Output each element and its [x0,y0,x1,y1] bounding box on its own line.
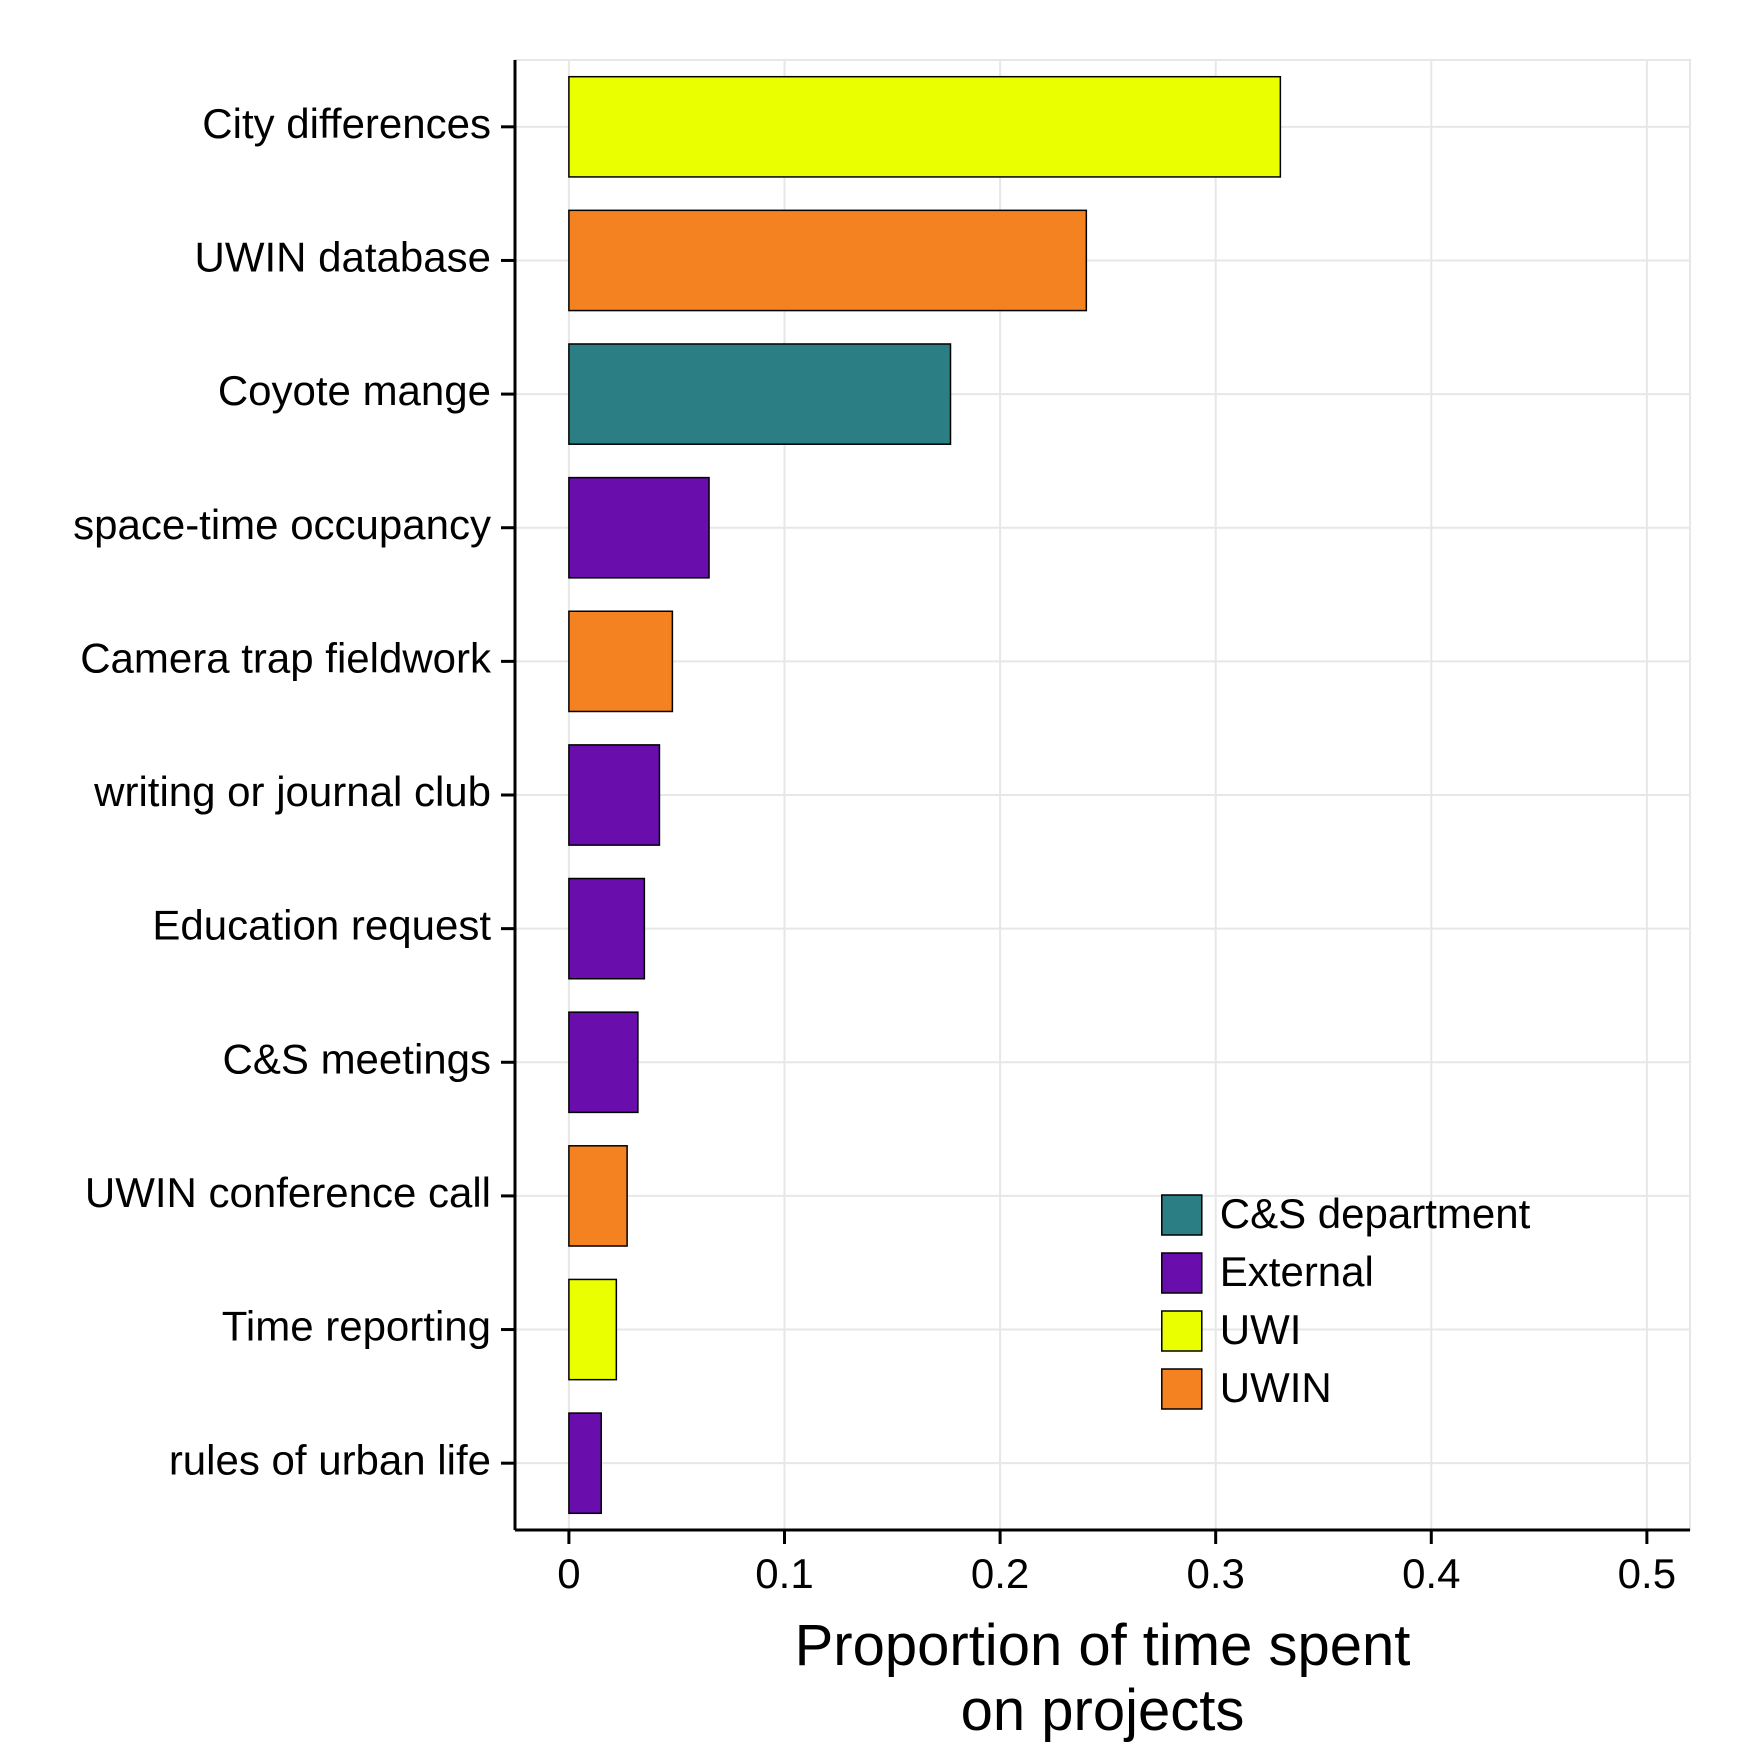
y-tick-label: writing or journal club [93,768,491,815]
y-tick-label: Camera trap fieldwork [80,634,492,681]
y-tick-label: UWIN database [195,234,491,281]
bar [569,77,1280,177]
y-tick-label: space-time occupancy [73,501,491,548]
x-tick-label: 0.3 [1186,1550,1244,1597]
y-tick-label: Coyote mange [218,367,491,414]
x-axis-title-line1: Proportion of time spent [795,1613,1411,1678]
bar-chart: 0 0.1 0.2 0.3 0.4 0.5 City differences UWIN dat… [0,0,1750,1750]
x-tick-label: 0.2 [971,1550,1029,1597]
y-tick-label: Time reporting [222,1303,491,1350]
bar [569,478,709,578]
legend-label: UWIN [1220,1364,1332,1411]
bar [569,344,951,444]
x-axis-title-line2: on projects [961,1678,1245,1743]
bar [569,745,660,845]
y-tick-label: Education request [152,902,491,949]
bar [569,611,672,711]
legend-label: External [1220,1248,1374,1295]
bar [569,1413,601,1513]
legend-swatch [1162,1195,1202,1235]
bar [569,879,644,979]
x-tick-label: 0 [557,1550,580,1597]
x-tick-label: 0.4 [1402,1550,1460,1597]
legend-label: C&S department [1220,1190,1531,1237]
bar [569,1279,616,1379]
x-tick-label: 0.1 [755,1550,813,1597]
y-tick-label: UWIN conference call [85,1169,491,1216]
bar [569,1012,638,1112]
legend-label: UWI [1220,1306,1302,1353]
bar [569,210,1086,310]
x-tick-label: 0.5 [1618,1550,1676,1597]
legend-swatch [1162,1369,1202,1409]
legend-swatch [1162,1253,1202,1293]
y-tick-label: rules of urban life [169,1436,491,1483]
bar [569,1146,627,1246]
y-tick-label: City differences [202,100,491,147]
y-tick-label: C&S meetings [223,1035,491,1082]
legend-swatch [1162,1311,1202,1351]
chart-container: 0 0.1 0.2 0.3 0.4 0.5 City differences UWIN dat… [0,0,1750,1750]
